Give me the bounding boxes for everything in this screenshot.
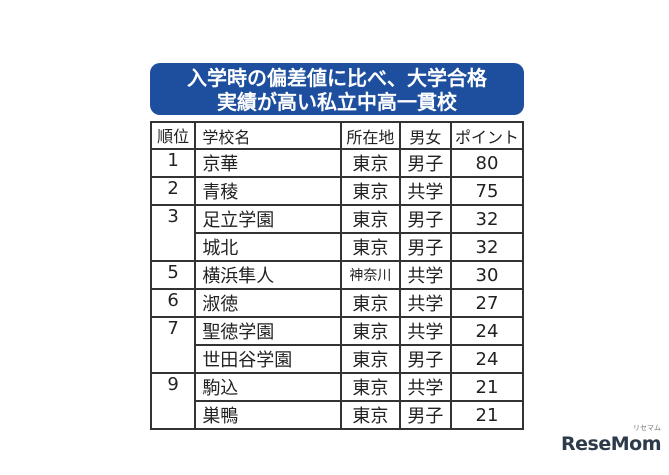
gender-cell: 男子 (398, 148, 452, 178)
school-name-cell: 城北 (194, 232, 342, 262)
school-name-cell: 世田谷学園 (194, 344, 342, 374)
table-title: 入学時の偏差値に比べ、大学合格 実績が高い私立中高一貫校 (150, 63, 524, 115)
school-name-cell: 足立学園 (194, 204, 342, 234)
table-row: 城北 東京 男子 32 (151, 232, 525, 262)
points-cell: 32 (449, 232, 525, 262)
gender-cell: 男子 (398, 344, 452, 374)
resemom-logo: ReseMom (561, 433, 661, 455)
location-cell: 東京 (339, 288, 401, 318)
location-cell: 東京 (339, 344, 401, 374)
header-points: ポイント (449, 121, 525, 150)
rank-cell: 2 (149, 176, 197, 206)
school-name-cell: 京華 (194, 148, 342, 178)
header-rank: 順位 (149, 121, 197, 150)
school-name-cell: 青稜 (194, 176, 342, 206)
header-gender: 男女 (398, 121, 452, 150)
rank-cell: 7 (149, 316, 197, 374)
rank-cell: 5 (149, 260, 197, 290)
table-row: 5 横浜隼人 神奈川 共学 30 (149, 260, 525, 290)
points-cell: 24 (449, 344, 525, 374)
resemom-logo-block: リセマム ReseMom (561, 424, 661, 455)
location-cell: 東京 (339, 176, 401, 206)
gender-cell: 男子 (398, 232, 452, 262)
school-name-cell: 聖徳学園 (194, 316, 342, 346)
gender-cell: 男子 (398, 204, 452, 234)
location-cell: 東京 (339, 316, 401, 346)
location-cell: 東京 (339, 204, 401, 234)
resemom-logo-sub: リセマム (633, 424, 661, 432)
points-cell: 75 (449, 176, 525, 206)
table-row: 7 聖徳学園 東京 共学 24 (149, 316, 525, 374)
points-cell: 27 (449, 288, 525, 318)
location-cell: 神奈川 (339, 260, 401, 290)
gender-cell: 共学 (398, 260, 452, 290)
school-name-cell: 巣鴨 (194, 400, 342, 430)
location-cell: 東京 (339, 148, 401, 178)
header-row: 順位 学校名 所在地 男女 ポイント (149, 121, 525, 150)
title-line-1: 入学時の偏差値に比べ、大学合格 (187, 66, 487, 90)
points-cell: 24 (449, 316, 525, 346)
points-cell: 32 (449, 204, 525, 234)
points-cell: 30 (449, 260, 525, 290)
table-row: 6 淑徳 東京 共学 27 (149, 288, 525, 318)
points-cell: 21 (449, 372, 525, 402)
gender-cell: 共学 (398, 288, 452, 318)
rank-cell: 6 (149, 288, 197, 318)
header-location: 所在地 (339, 121, 401, 150)
gender-cell: 共学 (398, 372, 452, 402)
location-cell: 東京 (339, 400, 401, 430)
school-name-cell: 駒込 (194, 372, 342, 402)
ranking-table: 順位 学校名 所在地 男女 ポイント 1 京華 東京 男子 80 2 青稜 東京 共学 75 3 足立… (149, 121, 525, 430)
gender-cell: 男子 (398, 400, 452, 430)
location-cell: 東京 (339, 372, 401, 402)
table-row: 世田谷学園 東京 男子 24 (151, 344, 525, 374)
rank-cell: 3 (149, 204, 197, 262)
header-school: 学校名 (194, 121, 342, 150)
rank-cell: 1 (149, 148, 197, 178)
location-cell: 東京 (339, 232, 401, 262)
points-cell: 80 (449, 148, 525, 178)
school-name-cell: 横浜隼人 (194, 260, 342, 290)
table-row: 巣鴨 東京 男子 21 (151, 400, 525, 430)
table-row: 2 青稜 東京 共学 75 (149, 176, 525, 206)
table-row: 9 駒込 東京 共学 21 (149, 372, 525, 430)
gender-cell: 共学 (398, 176, 452, 206)
title-line-2: 実績が高い私立中高一貫校 (217, 90, 457, 114)
table-row: 1 京華 東京 男子 80 (149, 148, 525, 178)
school-name-cell: 淑徳 (194, 288, 342, 318)
rank-cell: 9 (149, 372, 197, 430)
points-cell: 21 (449, 400, 525, 430)
gender-cell: 共学 (398, 316, 452, 346)
table-row: 3 足立学園 東京 男子 32 (149, 204, 525, 262)
